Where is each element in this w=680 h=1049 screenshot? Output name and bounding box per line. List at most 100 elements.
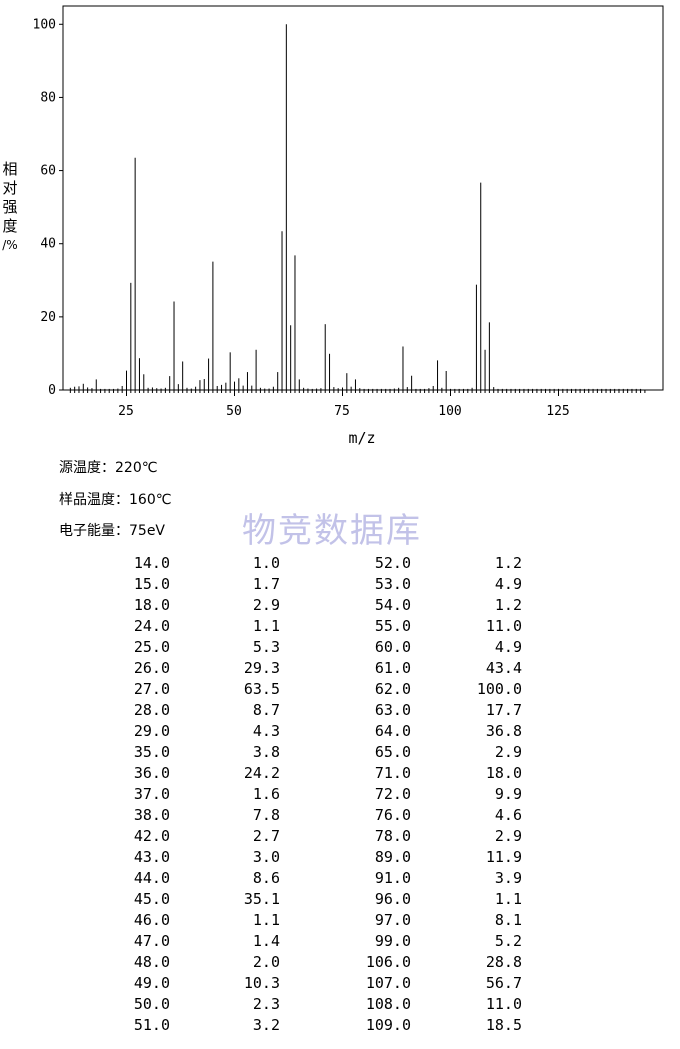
- mz-cell: 52.0: [374, 554, 411, 572]
- peak-bars: [69, 24, 642, 390]
- table-row: 51.0 3.2 109.0 18.5: [0, 1016, 680, 1037]
- mz-cell: 89.0: [374, 848, 411, 866]
- table-row: 24.0 1.1 55.0 11.0: [0, 617, 680, 638]
- mz-cell: 61.0: [374, 659, 411, 677]
- intensity-cell: 3.0: [252, 848, 280, 866]
- intensity-cell: 11.0: [485, 995, 522, 1013]
- mz-cell: 76.0: [374, 806, 411, 824]
- mz-cell: 18.0: [133, 596, 170, 614]
- x-tick-label: 100: [438, 404, 461, 419]
- mz-cell: 49.0: [133, 974, 170, 992]
- intensity-cell: 9.9: [494, 785, 522, 803]
- intensity-cell: 29.3: [243, 659, 280, 677]
- intensity-cell: 56.7: [485, 974, 522, 992]
- y-axis-label-char: 对: [2, 179, 18, 197]
- table-row: 50.0 2.3 108.0 11.0: [0, 995, 680, 1016]
- table-row: 25.0 5.3 60.0 4.9: [0, 638, 680, 659]
- intensity-cell: 4.3: [252, 722, 280, 740]
- intensity-cell: 4.9: [494, 575, 522, 593]
- intensity-cell: 1.2: [494, 554, 522, 572]
- x-axis-label: m/z: [348, 429, 375, 447]
- mz-cell: 15.0: [133, 575, 170, 593]
- mz-cell: 54.0: [374, 596, 411, 614]
- x-tick-label: 25: [118, 404, 134, 419]
- mz-cell: 72.0: [374, 785, 411, 803]
- table-row: 26.0 29.3 61.0 43.4: [0, 659, 680, 680]
- table-row: 36.0 24.2 71.0 18.0: [0, 764, 680, 785]
- intensity-cell: 2.3: [252, 995, 280, 1013]
- intensity-cell: 5.2: [494, 932, 522, 950]
- intensity-cell: 8.6: [252, 869, 280, 887]
- table-row: 27.0 63.5 62.0 100.0: [0, 680, 680, 701]
- y-tick-label: 60: [40, 164, 56, 179]
- intensity-cell: 1.2: [494, 596, 522, 614]
- mz-cell: 28.0: [133, 701, 170, 719]
- y-tick-label: 40: [40, 237, 56, 252]
- y-tick-label: 80: [40, 90, 56, 105]
- mz-cell: 107.0: [365, 974, 411, 992]
- mz-cell: 91.0: [374, 869, 411, 887]
- table-row: 47.0 1.4 99.0 5.2: [0, 932, 680, 953]
- mz-cell: 78.0: [374, 827, 411, 845]
- mz-cell: 51.0: [133, 1016, 170, 1034]
- x-tick-label: 50: [226, 404, 242, 419]
- table-row: 37.0 1.6 72.0 9.9: [0, 785, 680, 806]
- intensity-cell: 2.9: [494, 743, 522, 761]
- y-axis-label-char: /%: [2, 238, 18, 252]
- table-row: 14.0 1.0 52.0 1.2: [0, 554, 680, 575]
- mz-cell: 108.0: [365, 995, 411, 1013]
- intensity-cell: 35.1: [243, 890, 280, 908]
- y-axis-label-char: 强: [2, 198, 18, 216]
- mz-cell: 62.0: [374, 680, 411, 698]
- x-tick-label: 75: [334, 404, 350, 419]
- mz-cell: 60.0: [374, 638, 411, 656]
- x-tick-label: 125: [546, 404, 569, 419]
- mass-spectrum-chart: 0 20 40 60 80 100 25 50 75 100 125 m/z: [33, 5, 664, 447]
- intensity-cell: 11.0: [485, 617, 522, 635]
- table-row: 15.0 1.7 53.0 4.9: [0, 575, 680, 596]
- mz-cell: 55.0: [374, 617, 411, 635]
- table-row: 43.0 3.0 89.0 11.9: [0, 848, 680, 869]
- intensity-cell: 2.9: [494, 827, 522, 845]
- table-row: 18.0 2.9 54.0 1.2: [0, 596, 680, 617]
- mz-cell: 63.0: [374, 701, 411, 719]
- intensity-cell: 8.7: [252, 701, 280, 719]
- y-tick-label: 100: [33, 17, 56, 32]
- electron-energy: 电子能量：75eV: [59, 523, 166, 539]
- mz-cell: 44.0: [133, 869, 170, 887]
- intensity-cell: 1.1: [252, 617, 280, 635]
- mz-cell: 42.0: [133, 827, 170, 845]
- table-row: 35.0 3.8 65.0 2.9: [0, 743, 680, 764]
- y-tick-label: 20: [40, 310, 56, 325]
- table-row: 48.0 2.0 106.0 28.8: [0, 953, 680, 974]
- intensity-cell: 18.0: [485, 764, 522, 782]
- table-row: 38.0 7.8 76.0 4.6: [0, 806, 680, 827]
- mz-cell: 97.0: [374, 911, 411, 929]
- table-row: 29.0 4.3 64.0 36.8: [0, 722, 680, 743]
- intensity-cell: 2.9: [252, 596, 280, 614]
- mz-cell: 35.0: [133, 743, 170, 761]
- plot-frame: [62, 5, 664, 391]
- watermark: 物竞数据库: [242, 511, 422, 551]
- intensity-cell: 1.4: [252, 932, 280, 950]
- mz-cell: 47.0: [133, 932, 170, 950]
- intensity-cell: 63.5: [243, 680, 280, 698]
- y-axis-label-char: 相: [2, 160, 18, 178]
- intensity-cell: 1.1: [252, 911, 280, 929]
- source-temperature: 源温度：220℃: [59, 460, 158, 476]
- intensity-cell: 18.5: [485, 1016, 522, 1034]
- sample-temperature: 样品温度：160℃: [59, 492, 172, 508]
- mz-cell: 45.0: [133, 890, 170, 908]
- table-row: 49.0 10.3 107.0 56.7: [0, 974, 680, 995]
- mz-cell: 64.0: [374, 722, 411, 740]
- mz-cell: 46.0: [133, 911, 170, 929]
- intensity-cell: 11.9: [485, 848, 522, 866]
- intensity-cell: 3.9: [494, 869, 522, 887]
- mz-cell: 96.0: [374, 890, 411, 908]
- y-axis-label: 相 对 强 度 /%: [2, 160, 18, 255]
- mz-cell: 65.0: [374, 743, 411, 761]
- y-axis-label-char: 度: [2, 217, 18, 235]
- intensity-cell: 2.0: [252, 953, 280, 971]
- mz-cell: 53.0: [374, 575, 411, 593]
- intensity-cell: 2.7: [252, 827, 280, 845]
